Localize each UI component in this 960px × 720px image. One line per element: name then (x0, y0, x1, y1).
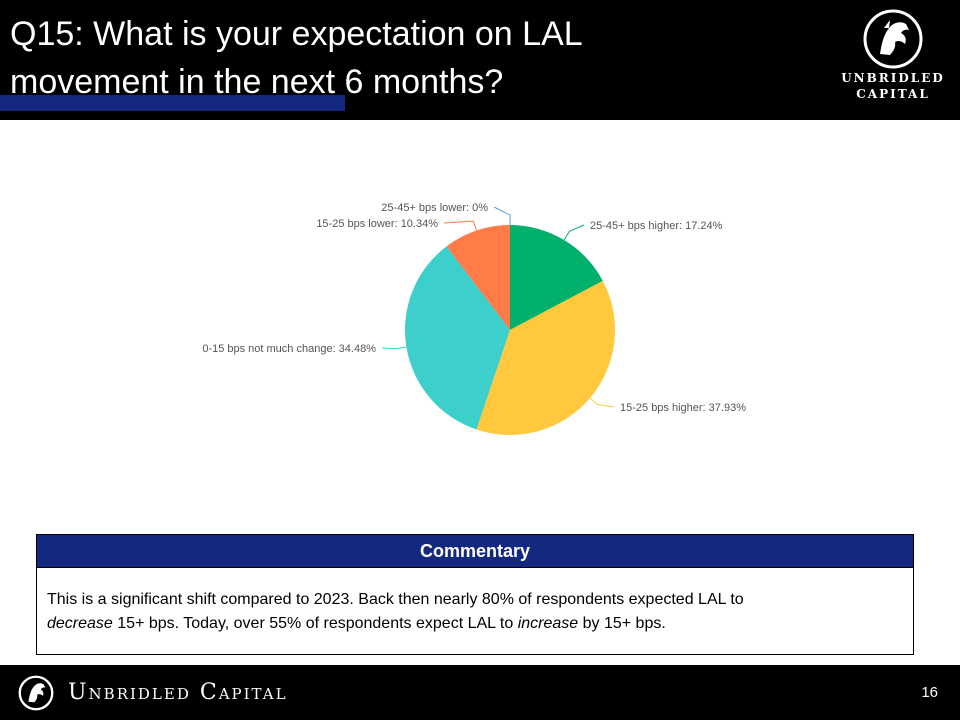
slide-footer: Unbridled Capital 16 (0, 665, 960, 720)
horse-head-logo-icon (863, 9, 923, 69)
pie-chart-svg: 25-45+ bps higher: 17.24% 15-25 bps highe… (202, 202, 746, 435)
footer-horse-logo-icon (18, 675, 54, 711)
slide-title-line-2: movement in the next 6 months? (10, 63, 504, 101)
leader-line-15-25-bps-higher (589, 397, 615, 408)
leader-line-25-45-bps-lower (493, 206, 511, 225)
slice-label-25-45-bps-higher: 25-45+ bps higher: 17.24% (590, 220, 723, 232)
slice-label-25-45-bps-lower: 25-45+ bps lower: 0% (381, 202, 488, 214)
pie-slice-0-15-bps-not-much-change (405, 246, 510, 430)
pie-slice-25-45-bps-higher (510, 225, 603, 330)
title-accent-bar (0, 95, 345, 111)
footer-brand-name: Unbridled Capital (68, 680, 288, 705)
commentary-text: This is a significant shift compared to … (37, 568, 913, 636)
slice-label-15-25-bps-lower: 15-25 bps lower: 10.34% (316, 218, 438, 230)
slice-label-0-15-bps-not-much-change: 0-15 bps not much change: 34.48% (202, 343, 376, 355)
slide-title: Q15: What is your expectation on LAL mov… (10, 10, 830, 106)
pie-slice-15-25-bps-lower (446, 225, 510, 330)
commentary-text-part-1: This is a significant shift compared to … (47, 591, 744, 608)
pie-chart: 25-45+ bps higher: 17.24% 15-25 bps highe… (150, 185, 810, 455)
commentary-emphasis-decrease: decrease (47, 615, 113, 632)
leader-line-15-25-bps-lower (443, 220, 477, 231)
commentary-box: Commentary This is a significant shift c… (36, 534, 914, 655)
brand-logo: UNBRIDLED CAPITAL (826, 6, 960, 114)
commentary-text-part-3: by 15+ bps. (578, 615, 666, 632)
commentary-heading: Commentary (37, 535, 913, 568)
slide-title-line-1: Q15: What is your expectation on LAL (10, 15, 583, 53)
slice-label-15-25-bps-higher: 15-25 bps higher: 37.93% (620, 402, 746, 414)
brand-name-line-2: CAPITAL (856, 87, 930, 101)
leader-line-25-45-bps-higher (563, 224, 585, 241)
brand-name-line-1: UNBRIDLED (841, 71, 945, 85)
page-number: 16 (921, 684, 938, 701)
commentary-emphasis-increase: increase (517, 615, 579, 632)
leader-line-0-15-bps-not-much-change (381, 346, 407, 350)
slide-header: Q15: What is your expectation on LAL mov… (0, 0, 960, 120)
pie-slice-15-25-bps-higher (476, 280, 615, 435)
commentary-text-part-2: 15+ bps. Today, over 55% of respondents … (112, 615, 518, 632)
